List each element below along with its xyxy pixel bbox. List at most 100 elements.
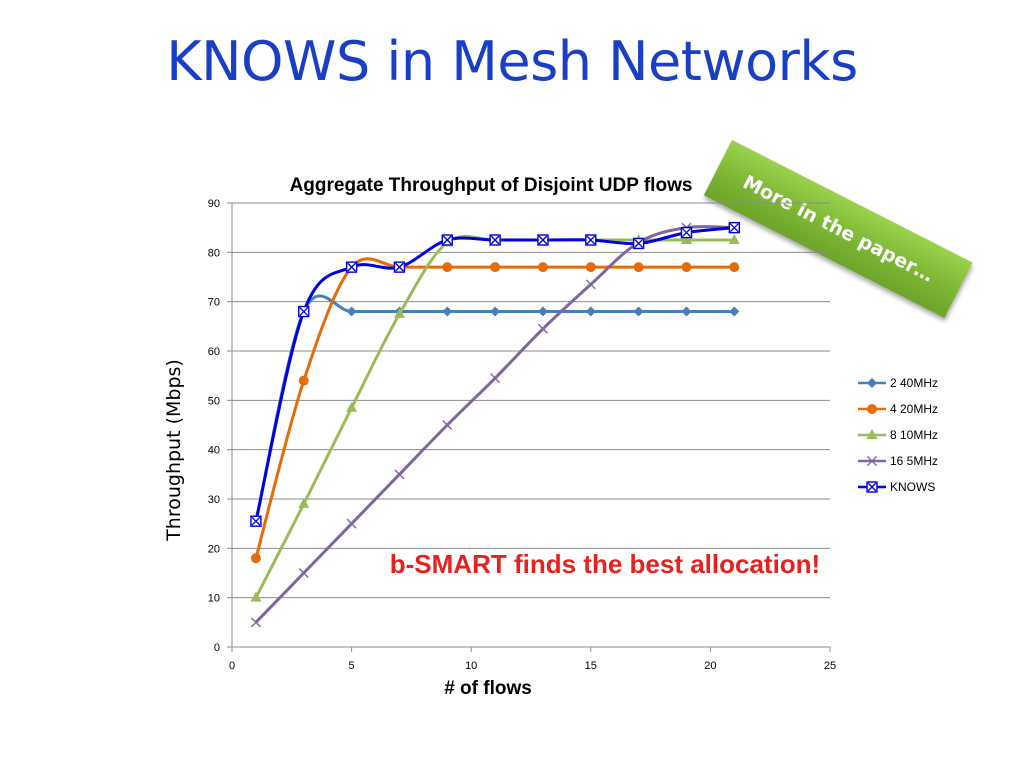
data-point	[585, 279, 596, 290]
data-point	[729, 262, 740, 273]
callout-text: b-SMART finds the best allocation!	[390, 549, 820, 579]
data-point	[537, 262, 548, 273]
marker-stroke	[634, 238, 644, 248]
marker-stroke	[682, 228, 691, 238]
axes	[227, 202, 831, 652]
data-point	[442, 306, 453, 317]
x-tick-label: 10	[465, 660, 477, 672]
series-8-10mhz	[250, 234, 740, 602]
marker-stroke	[346, 518, 357, 529]
data-point	[346, 401, 358, 412]
data-point	[537, 323, 548, 334]
data-point	[442, 262, 453, 273]
series-line	[254, 257, 735, 559]
series-knows	[250, 221, 741, 527]
x-axis-label: # of flows	[444, 678, 532, 699]
x-tick-label: 5	[349, 660, 355, 672]
data-point	[681, 306, 692, 317]
legend-marker	[867, 378, 877, 388]
y-tick-label: 30	[208, 494, 220, 506]
x-tick-label: 0	[229, 660, 235, 672]
data-point	[250, 515, 262, 527]
data-point	[537, 234, 549, 246]
marker-stroke	[538, 235, 548, 245]
marker-stroke	[394, 469, 405, 480]
legend-item-16-5mhz: 16 5MHz	[858, 454, 938, 468]
y-tick-label: 50	[208, 395, 220, 407]
marker-stroke	[537, 323, 548, 334]
y-axis-label: Throughput (Mbps)	[163, 359, 185, 542]
marker-stroke	[442, 420, 453, 430]
legend-item-4-20mhz: 4 20MHz	[858, 402, 938, 416]
data-point	[680, 234, 692, 244]
x-tick-labels: 0 5 10 15 20 25	[229, 660, 836, 672]
series-line	[254, 294, 735, 522]
data-point	[585, 234, 597, 246]
y-tick-label: 70	[208, 297, 220, 309]
data-point	[632, 237, 645, 250]
data-point	[490, 306, 501, 317]
data-point	[250, 591, 262, 602]
data-point	[250, 553, 261, 564]
data-point	[728, 234, 740, 244]
y-tick-labels: 0 10 20 30 40 50 60 70 80 90	[208, 198, 220, 654]
legend-item-8-10mhz: 8 10MHz	[858, 428, 938, 442]
legend-item-knows: KNOWS	[858, 480, 935, 494]
y-tick-label: 90	[208, 198, 220, 210]
data-point	[585, 262, 596, 273]
data-point	[490, 373, 501, 384]
series-2-40mhz	[250, 294, 740, 527]
data-point	[442, 420, 453, 430]
data-point	[393, 261, 406, 273]
legend-item-2-40mhz: 2 40MHz	[858, 376, 938, 390]
gridlines	[232, 202, 830, 599]
data-point	[345, 261, 358, 273]
legend-label: 2 40MHz	[890, 376, 938, 390]
marker-stroke	[490, 235, 500, 245]
x-tick-label: 20	[704, 660, 716, 672]
data-point	[537, 306, 548, 317]
legend-marker	[867, 456, 877, 466]
y-tick-label: 20	[208, 543, 220, 555]
data-point	[728, 221, 741, 234]
series-4-20mhz	[250, 257, 740, 564]
marker-stroke	[251, 516, 261, 526]
chart-title: Aggregate Throughput of Disjoint UDP flo…	[290, 175, 693, 196]
legend-marker	[867, 404, 877, 414]
series-line	[254, 234, 735, 599]
data-point	[489, 234, 501, 246]
y-tick-label: 0	[214, 642, 220, 654]
legend-marker	[866, 429, 878, 439]
marker-stroke	[250, 617, 261, 628]
x-tick-label: 25	[824, 660, 836, 672]
data-point	[585, 306, 596, 317]
data-point	[490, 262, 501, 273]
data-point	[729, 306, 740, 317]
series-lines	[250, 221, 741, 628]
marker-stroke	[585, 279, 596, 290]
data-point	[298, 305, 310, 318]
y-tick-label: 10	[208, 593, 220, 605]
y-tick-label: 40	[208, 445, 220, 457]
data-point	[250, 617, 261, 628]
data-point	[681, 262, 692, 273]
marker-stroke	[442, 235, 452, 245]
data-point	[346, 518, 357, 529]
legend: 2 40MHz 4 20MHz 8 10MHz 16 5MHz KNOWS	[858, 376, 938, 494]
marker-stroke	[867, 456, 877, 466]
data-point	[394, 469, 405, 480]
marker-stroke	[299, 307, 309, 316]
x-tick-label: 15	[585, 660, 597, 672]
slide-title: KNOWS in Mesh Networks	[166, 30, 858, 93]
marker-stroke	[347, 262, 357, 272]
data-point	[441, 234, 453, 246]
legend-label: KNOWS	[890, 480, 935, 494]
marker-stroke	[490, 373, 501, 384]
data-point	[298, 375, 309, 386]
y-tick-label: 80	[208, 247, 220, 259]
marker-stroke	[394, 262, 404, 272]
data-point	[633, 262, 644, 273]
data-point	[393, 308, 405, 318]
marker-stroke	[867, 482, 877, 492]
